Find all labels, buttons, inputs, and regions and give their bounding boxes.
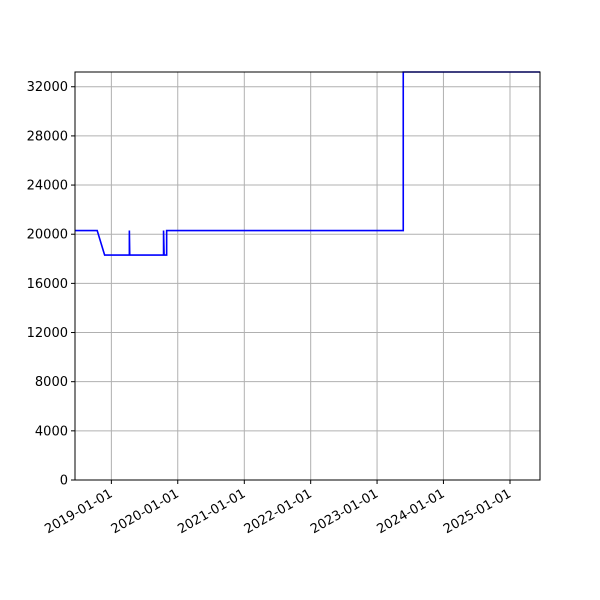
x-axis: 2019-01-012020-01-012021-01-012022-01-01… <box>42 480 514 537</box>
x-tick-label: 2020-01-01 <box>109 486 182 537</box>
y-tick-label: 4000 <box>35 424 68 439</box>
series-line <box>75 71 540 256</box>
y-tick-label: 8000 <box>35 375 68 390</box>
x-tick-label: 2025-01-01 <box>441 486 514 537</box>
x-tick-label: 2023-01-01 <box>308 486 381 537</box>
plot-frame <box>74 71 541 481</box>
x-tick-label: 2021-01-01 <box>175 486 248 537</box>
y-tick-label: 28000 <box>27 129 68 144</box>
y-tick-label: 24000 <box>27 179 68 194</box>
series-layer <box>75 71 540 256</box>
y-tick-label: 0 <box>60 474 68 489</box>
y-tick-label: 20000 <box>27 228 68 243</box>
x-tick-label: 2019-01-01 <box>42 486 115 537</box>
y-tick-label: 16000 <box>27 277 68 292</box>
x-tick-label: 2024-01-01 <box>374 486 447 537</box>
x-tick-label: 2022-01-01 <box>242 486 315 537</box>
y-axis: 0 4000 8000 12000 16000 20000 24000 28000 32000 <box>27 80 75 489</box>
y-tick-label: 32000 <box>27 80 68 95</box>
grid-lines <box>75 72 540 481</box>
y-tick-label: 12000 <box>27 326 68 341</box>
